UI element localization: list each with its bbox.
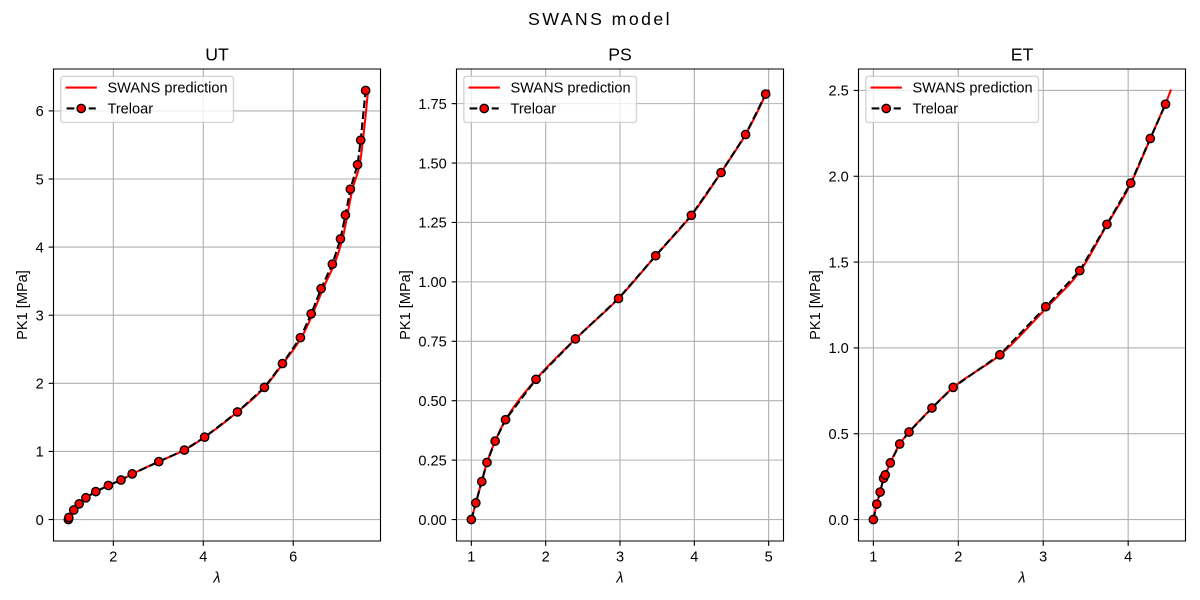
svg-text:2: 2 — [954, 549, 962, 565]
svg-text:1.75: 1.75 — [418, 97, 446, 113]
svg-text:2.5: 2.5 — [829, 84, 849, 100]
svg-text:3: 3 — [36, 309, 44, 325]
svg-text:ET: ET — [1011, 45, 1034, 65]
svg-text:5: 5 — [765, 549, 773, 565]
svg-text:0.5: 0.5 — [829, 427, 849, 443]
svg-text:6: 6 — [36, 104, 44, 120]
svg-text:λ: λ — [212, 571, 220, 587]
svg-text:0: 0 — [36, 513, 44, 529]
svg-text:4: 4 — [199, 549, 207, 565]
svg-text:6: 6 — [289, 549, 297, 565]
svg-text:3: 3 — [616, 549, 624, 565]
svg-text:1: 1 — [36, 445, 44, 461]
svg-text:λ: λ — [615, 571, 623, 587]
svg-text:Treloar: Treloar — [510, 102, 556, 118]
svg-text:2: 2 — [542, 549, 550, 565]
svg-text:1.5: 1.5 — [829, 255, 849, 271]
svg-text:4: 4 — [36, 240, 44, 256]
svg-text:SWANS model: SWANS model — [528, 9, 672, 29]
svg-text:2: 2 — [36, 377, 44, 393]
svg-text:0.0: 0.0 — [829, 513, 849, 529]
svg-text:2.0: 2.0 — [829, 170, 849, 186]
svg-text:1: 1 — [869, 549, 877, 565]
svg-text:0.00: 0.00 — [418, 513, 446, 529]
svg-text:1.25: 1.25 — [418, 216, 446, 232]
svg-text:Treloar: Treloar — [107, 102, 153, 118]
svg-text:SWANS prediction: SWANS prediction — [912, 81, 1032, 97]
svg-text:0.50: 0.50 — [418, 394, 446, 410]
svg-text:1: 1 — [467, 549, 475, 565]
svg-text:PK1 [MPa]: PK1 [MPa] — [15, 270, 31, 340]
svg-text:PS: PS — [608, 45, 632, 65]
svg-text:PK1 [MPa]: PK1 [MPa] — [398, 270, 414, 340]
svg-text:Treloar: Treloar — [912, 102, 958, 118]
svg-text:SWANS prediction: SWANS prediction — [107, 81, 227, 97]
svg-text:PK1 [MPa]: PK1 [MPa] — [808, 270, 824, 340]
svg-text:2: 2 — [109, 549, 117, 565]
svg-text:λ: λ — [1017, 571, 1025, 587]
svg-text:0.75: 0.75 — [418, 335, 446, 351]
svg-text:0.25: 0.25 — [418, 453, 446, 469]
svg-text:4: 4 — [1124, 549, 1132, 565]
svg-text:SWANS prediction: SWANS prediction — [510, 81, 630, 97]
svg-text:UT: UT — [205, 45, 229, 65]
svg-text:4: 4 — [690, 549, 698, 565]
svg-text:3: 3 — [1039, 549, 1047, 565]
svg-text:1.00: 1.00 — [418, 275, 446, 291]
svg-text:1.50: 1.50 — [418, 156, 446, 172]
svg-text:5: 5 — [36, 172, 44, 188]
svg-text:1.0: 1.0 — [829, 341, 849, 357]
